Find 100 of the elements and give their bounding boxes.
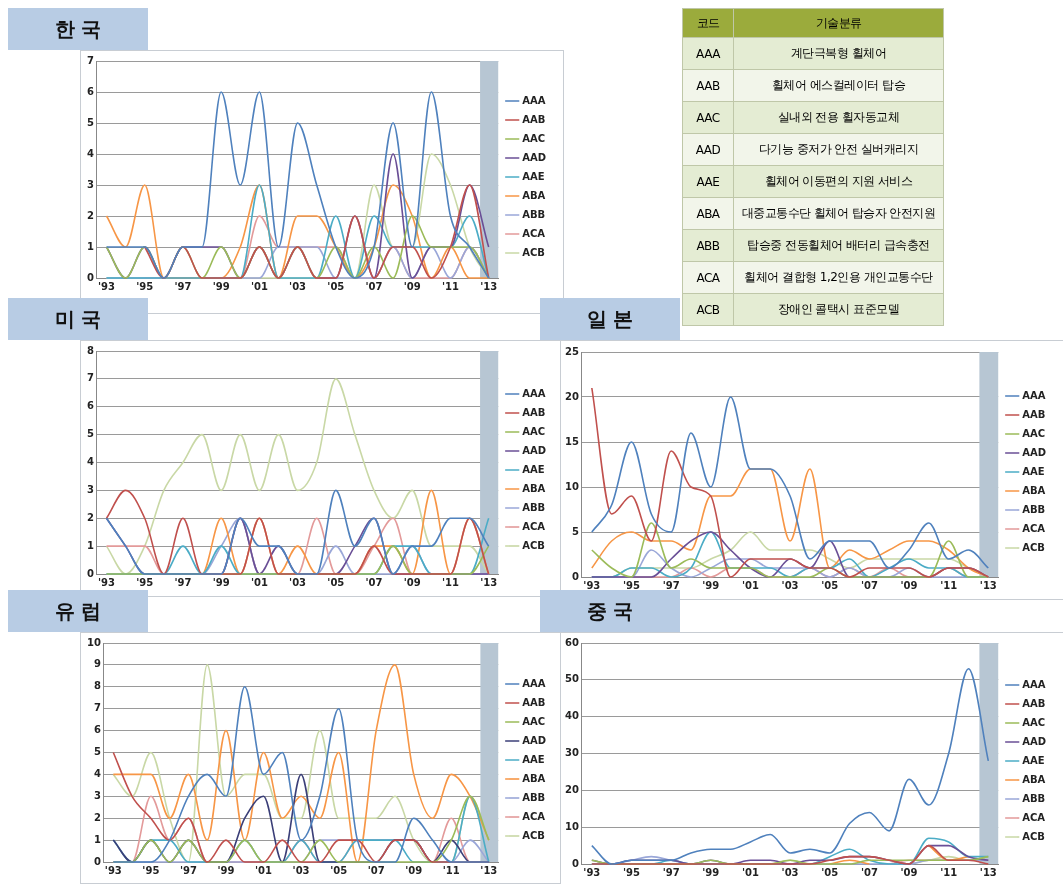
x-tick-label: '13 <box>480 864 498 876</box>
x-tick-label: '09 <box>900 866 918 878</box>
legend-label: AAA <box>522 94 546 106</box>
y-tick-label: 0 <box>571 857 579 869</box>
y-tick-label: 4 <box>93 767 101 779</box>
x-tick-label: '13 <box>979 866 997 878</box>
y-tick-label: 3 <box>93 789 101 801</box>
x-tick-label: '11 <box>940 579 958 591</box>
legend-label: ABA <box>1022 773 1046 785</box>
legend-label: AAD <box>522 151 546 163</box>
legend-label: ABA <box>522 189 546 201</box>
text: 휠체어 결합형 1,2인용 개인교통수단 <box>733 261 944 294</box>
x-tick-label: '03 <box>781 866 799 878</box>
y-tick-label: 6 <box>86 85 94 97</box>
y-tick-label: 5 <box>86 428 94 440</box>
x-tick-label: '93 <box>583 866 601 878</box>
legend-label: AAB <box>1022 697 1046 709</box>
chart-title: 중 국 <box>540 590 680 632</box>
text: AAB <box>682 69 734 102</box>
legend-label: AAD <box>522 444 546 456</box>
legend-label: AAB <box>1022 408 1046 420</box>
y-tick-label: 7 <box>93 702 101 714</box>
x-tick-label: '01 <box>741 866 759 878</box>
y-tick-label: 1 <box>86 539 94 551</box>
x-tick-label: '97 <box>174 576 192 588</box>
x-tick-label: '13 <box>480 576 498 588</box>
text: 코드 <box>682 8 734 38</box>
x-tick-label: '03 <box>781 579 799 591</box>
x-tick-label: '97 <box>179 864 197 876</box>
x-tick-label: '05 <box>327 280 345 292</box>
legend-label: ACA <box>522 227 546 239</box>
legend-label: ABA <box>522 772 546 784</box>
x-tick-label: '09 <box>403 576 421 588</box>
text: ABB <box>682 229 734 262</box>
legend-label: AAE <box>522 170 545 182</box>
y-tick-label: 5 <box>571 525 579 537</box>
chart-title: 유 럽 <box>8 590 148 632</box>
legend-label: ABA <box>522 482 546 494</box>
text: 계단극복형 휠체어 <box>733 37 944 70</box>
legend-label: AAE <box>1022 465 1045 477</box>
legend-label: AAB <box>522 113 546 125</box>
legend-label: ABB <box>522 791 546 803</box>
x-tick-label: '01 <box>255 864 273 876</box>
y-tick-label: 10 <box>564 480 579 492</box>
x-tick-label: '05 <box>821 866 839 878</box>
x-tick-label: '93 <box>98 576 116 588</box>
x-tick-label: '03 <box>289 280 307 292</box>
y-tick-label: 0 <box>93 855 101 867</box>
text: 휠체어 에스컬레이터 탑승 <box>733 69 944 102</box>
y-tick-label: 8 <box>86 344 94 356</box>
legend-label: AAE <box>522 753 545 765</box>
x-tick-label: '95 <box>136 576 154 588</box>
x-tick-label: '93 <box>583 579 601 591</box>
x-tick-label: '13 <box>480 280 498 292</box>
x-tick-label: '97 <box>662 866 680 878</box>
x-tick-label: '03 <box>292 864 310 876</box>
legend-label: AAC <box>522 715 546 727</box>
y-tick-label: 1 <box>93 833 101 845</box>
y-tick-label: 3 <box>86 178 94 190</box>
y-tick-label: 10 <box>564 820 579 832</box>
legend-label: ABA <box>1022 484 1046 496</box>
y-tick-label: 20 <box>564 783 579 795</box>
legend-label: AAD <box>1022 735 1046 747</box>
x-tick-label: '01 <box>741 579 759 591</box>
x-tick-label: '03 <box>289 576 307 588</box>
text: 기술분류 <box>733 8 944 38</box>
x-tick-label: '01 <box>250 280 268 292</box>
y-tick-label: 3 <box>86 483 94 495</box>
x-tick-label: '09 <box>900 579 918 591</box>
y-tick-label: 2 <box>93 811 101 823</box>
y-tick-label: 10 <box>86 636 101 648</box>
x-tick-label: '99 <box>212 280 230 292</box>
x-tick-label: '07 <box>860 866 878 878</box>
y-tick-label: 6 <box>86 400 94 412</box>
x-tick-label: '93 <box>104 864 122 876</box>
x-tick-label: '95 <box>136 280 154 292</box>
legend-label: AAB <box>522 696 546 708</box>
text: AAA <box>682 37 734 70</box>
text: ABA <box>682 197 734 230</box>
x-tick-label: '07 <box>860 579 878 591</box>
chart-title: 미 국 <box>8 298 148 340</box>
y-tick-label: 2 <box>86 511 94 523</box>
y-tick-label: 0 <box>86 271 94 283</box>
y-tick-label: 5 <box>93 746 101 758</box>
text: AAE <box>682 165 734 198</box>
x-tick-label: '11 <box>441 280 459 292</box>
chart-title: 한 국 <box>8 8 148 50</box>
legend-label: ACB <box>1022 541 1045 553</box>
text: 대중교통수단 휠체어 탑승자 안전지원 <box>733 197 944 230</box>
x-tick-label: '99 <box>212 576 230 588</box>
y-tick-label: 1 <box>86 240 94 252</box>
x-tick-label: '05 <box>821 579 839 591</box>
y-tick-label: 15 <box>564 435 579 447</box>
legend-label: AAB <box>522 406 546 418</box>
x-tick-label: '01 <box>250 576 268 588</box>
x-tick-label: '95 <box>142 864 160 876</box>
legend-label: AAC <box>522 425 546 437</box>
x-tick-label: '93 <box>98 280 116 292</box>
y-tick-label: 9 <box>93 658 101 670</box>
x-tick-label: '97 <box>662 579 680 591</box>
